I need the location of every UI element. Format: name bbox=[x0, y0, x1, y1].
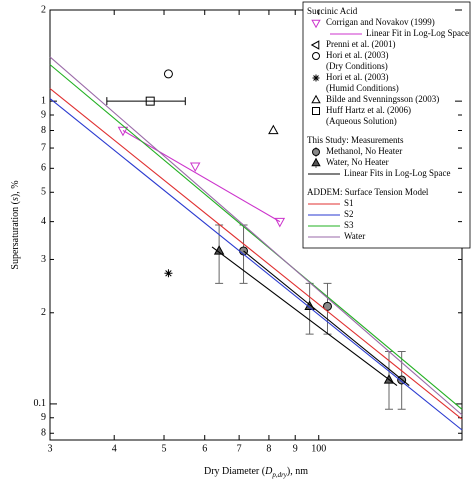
marker bbox=[312, 74, 320, 82]
marker bbox=[311, 19, 321, 29]
y-tick-label: 9 bbox=[41, 412, 46, 423]
legend-label: Water bbox=[344, 231, 365, 241]
y-tick-label: 6 bbox=[41, 163, 46, 174]
legend-label: Methanol, No Heater bbox=[326, 146, 402, 156]
marker bbox=[163, 69, 173, 79]
y-tick-label: 2 bbox=[41, 307, 46, 318]
legend-group-title: Succinic Acid bbox=[307, 6, 358, 16]
y-tick-label: 8 bbox=[41, 428, 46, 439]
marker bbox=[268, 124, 279, 135]
x-tick-label: 7 bbox=[237, 443, 242, 454]
marker bbox=[310, 40, 320, 50]
marker bbox=[164, 269, 173, 278]
x-tick-label: 3 bbox=[48, 443, 53, 454]
marker bbox=[145, 96, 155, 106]
marker bbox=[189, 162, 201, 172]
y-tick-label: 2 bbox=[41, 4, 46, 15]
marker bbox=[312, 52, 320, 60]
legend-label: S2 bbox=[344, 209, 354, 219]
legend-group-title: ADDEM: Surface Tension Model bbox=[307, 187, 429, 197]
legend-label: S3 bbox=[344, 220, 354, 230]
x-tick-label: 5 bbox=[162, 443, 167, 454]
marker bbox=[322, 301, 332, 311]
line bbox=[49, 64, 463, 410]
marker bbox=[312, 148, 320, 156]
legend-label: Bilde and Svenningsson (2003) bbox=[326, 94, 439, 104]
x-tick-label: 9 bbox=[293, 443, 298, 454]
line bbox=[49, 56, 463, 416]
legend-frame bbox=[302, 1, 471, 249]
y-tick-label: 0.1 bbox=[34, 398, 47, 409]
legend-label: (Dry Conditions) bbox=[326, 61, 388, 71]
legend-label: Water, No Heater bbox=[326, 157, 389, 167]
line bbox=[122, 130, 281, 223]
line bbox=[49, 88, 463, 420]
legend-label: Huff Hartz et al. (2006) bbox=[326, 105, 411, 115]
x-tick-label: 4 bbox=[112, 443, 117, 454]
legend-label: Hori et al. (2003) bbox=[326, 72, 388, 82]
y-tick-label: 1 bbox=[41, 95, 46, 106]
marker bbox=[312, 107, 320, 115]
legend-label: Hori et al. (2003) bbox=[326, 50, 388, 60]
legend-label: Corrigan and Novakov (1999) bbox=[326, 17, 435, 27]
legend-label: Linear Fits in Log-Log Space bbox=[344, 168, 450, 178]
legend-label: Linear Fit in Log-Log Space bbox=[366, 28, 469, 38]
y-tick-label: 4 bbox=[41, 216, 46, 227]
legend-group-title: This Study: Measurements bbox=[307, 135, 404, 145]
marker bbox=[311, 94, 321, 104]
line bbox=[49, 98, 463, 431]
legend-label: (Aqueous Solution) bbox=[326, 116, 397, 126]
x-axis-label: Dry Diameter (Dp,dry), nm bbox=[204, 466, 308, 478]
legend-label: (Humid Conditions) bbox=[326, 83, 399, 93]
y-tick-label: 7 bbox=[41, 142, 46, 153]
y-tick-label: 8 bbox=[41, 125, 46, 136]
x-tick-label: 6 bbox=[202, 443, 207, 454]
y-axis-label: Supersaturation (s), % bbox=[10, 180, 21, 269]
y-tick-label: 5 bbox=[41, 187, 46, 198]
y-tick-label: 9 bbox=[41, 109, 46, 120]
marker bbox=[274, 217, 286, 228]
x-tick-label: 100 bbox=[311, 443, 326, 454]
legend-label: S1 bbox=[344, 198, 354, 208]
marker bbox=[311, 157, 321, 167]
y-tick-label: 3 bbox=[41, 254, 46, 265]
x-tick-label: 8 bbox=[266, 443, 271, 454]
legend-label: Prenni et al. (2001) bbox=[326, 39, 395, 49]
line bbox=[211, 246, 410, 386]
